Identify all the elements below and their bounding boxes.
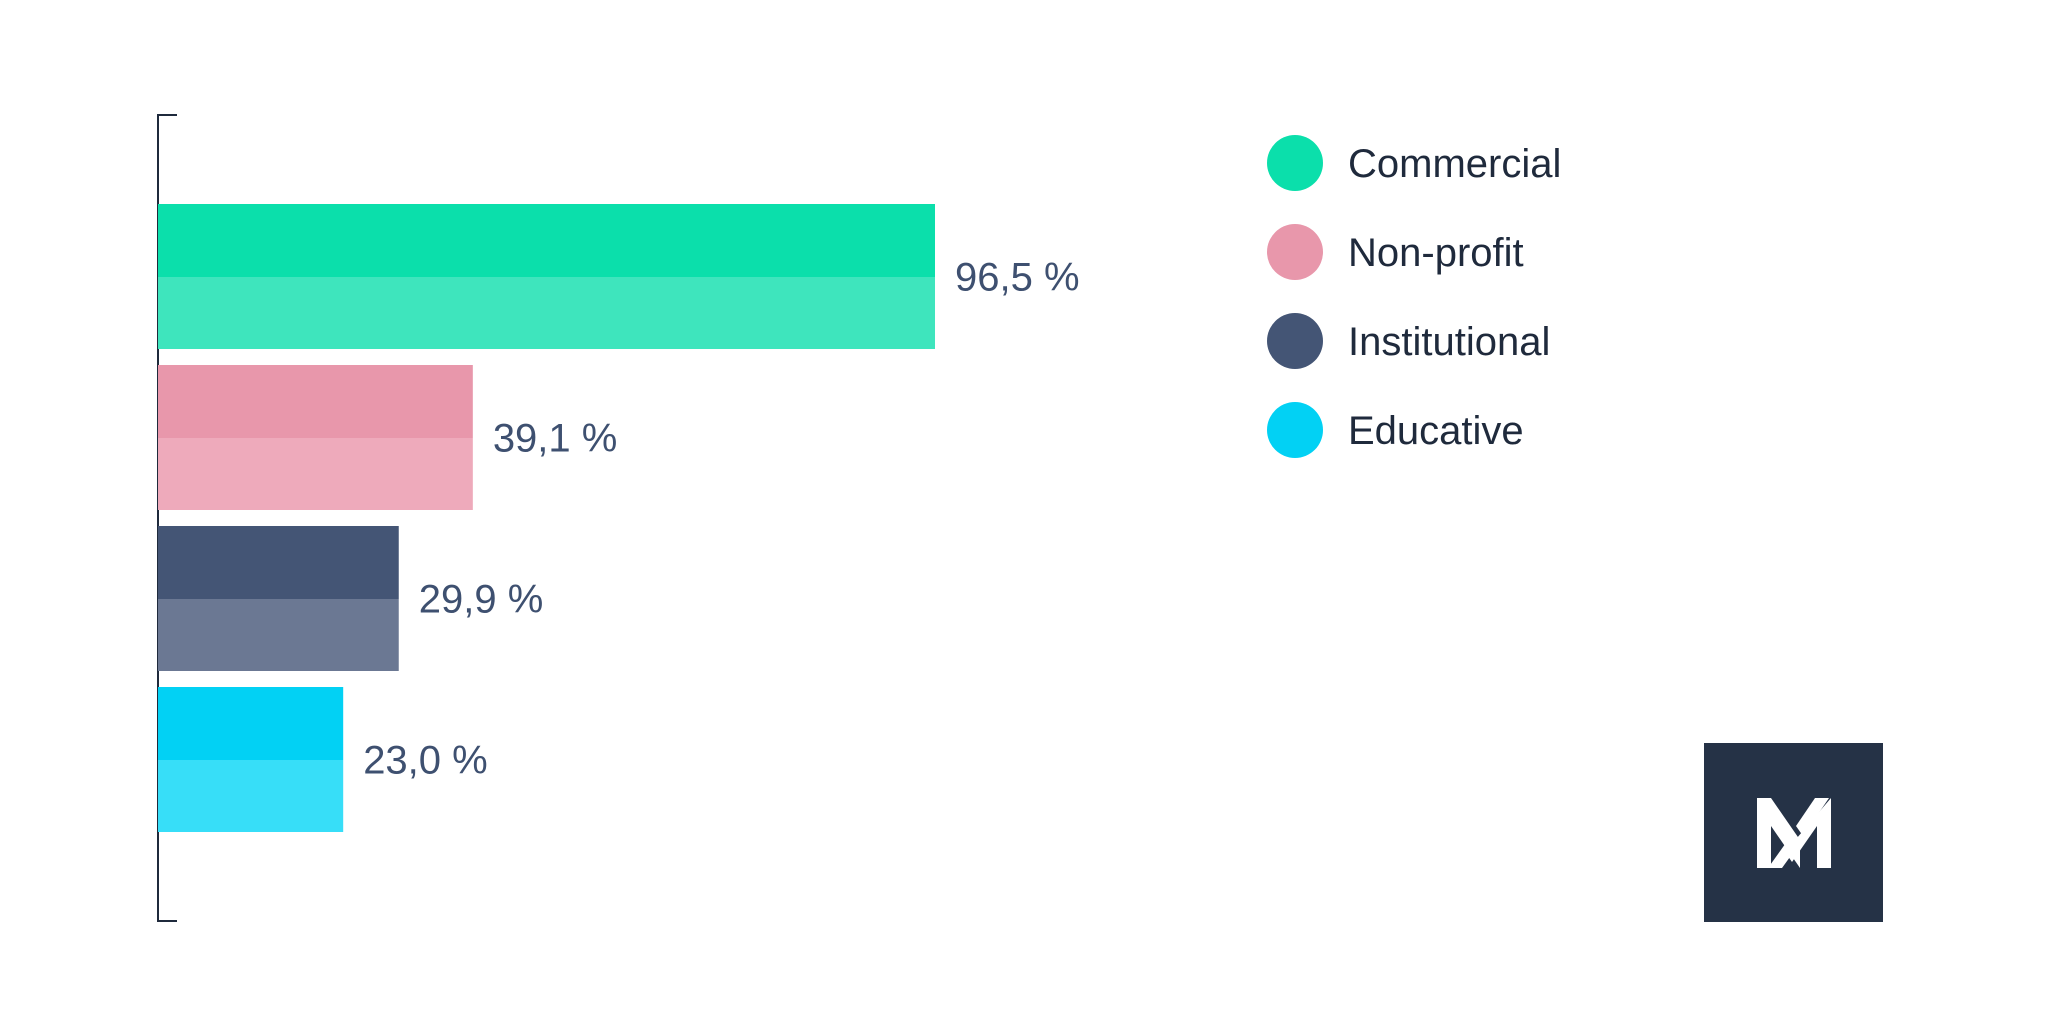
legend-swatch-non-profit	[1267, 224, 1323, 280]
bar-educative-bottom	[158, 760, 344, 832]
legend-label-commercial: Commercial	[1348, 142, 1561, 186]
bar-commercial	[158, 204, 935, 349]
bar-non-profit-bottom	[158, 438, 473, 510]
legend-label-institutional: Institutional	[1348, 320, 1550, 364]
legend-swatch-commercial	[1267, 135, 1323, 191]
bar-institutional-bottom	[158, 599, 399, 671]
y-axis-bracket	[157, 114, 177, 922]
nw-monogram-logo-icon	[1757, 798, 1831, 868]
legend-item-institutional: Institutional	[1267, 313, 1550, 369]
logo	[1704, 743, 1883, 922]
bar-institutional-top	[158, 526, 399, 599]
legend-label-educative: Educative	[1348, 409, 1524, 453]
bar-commercial-bottom	[158, 277, 935, 349]
bar-non-profit-top	[158, 365, 473, 438]
value-label-educative: 23,0 %	[363, 739, 488, 783]
legend-item-commercial: Commercial	[1267, 135, 1561, 191]
bar-educative-top	[158, 687, 344, 760]
value-label-commercial: 96,5 %	[955, 256, 1080, 300]
bar-non-profit	[158, 365, 473, 510]
bar-institutional	[158, 526, 399, 671]
bar-commercial-top	[158, 204, 935, 277]
value-label-institutional: 29,9 %	[419, 578, 544, 622]
bars-group: 96,5 % 39,1 % 29,9 % 23,0 %	[158, 204, 1080, 832]
legend-item-non-profit: Non-profit	[1267, 224, 1524, 280]
legend-label-non-profit: Non-profit	[1348, 231, 1524, 275]
legend-swatch-institutional	[1267, 313, 1323, 369]
legend-swatch-educative	[1267, 402, 1323, 458]
legend: Commercial Non-profit Institutional Educati…	[1267, 135, 1561, 458]
legend-item-educative: Educative	[1267, 402, 1524, 458]
value-label-non-profit: 39,1 %	[493, 417, 618, 461]
bar-educative	[158, 687, 344, 832]
